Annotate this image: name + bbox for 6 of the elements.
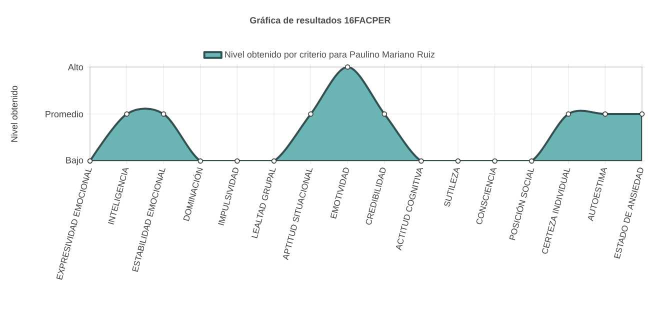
y-axis-title: Nivel obtenido bbox=[10, 86, 18, 142]
chart-title: Gráfica de resultados 16FACPER bbox=[250, 16, 391, 24]
legend-label: Nivel obtenido por criterio para Paulino Mariano Ruiz bbox=[225, 51, 435, 60]
text: Alto bbox=[68, 64, 84, 70]
text: Promedio bbox=[46, 110, 84, 118]
text: Bajo bbox=[66, 156, 84, 166]
